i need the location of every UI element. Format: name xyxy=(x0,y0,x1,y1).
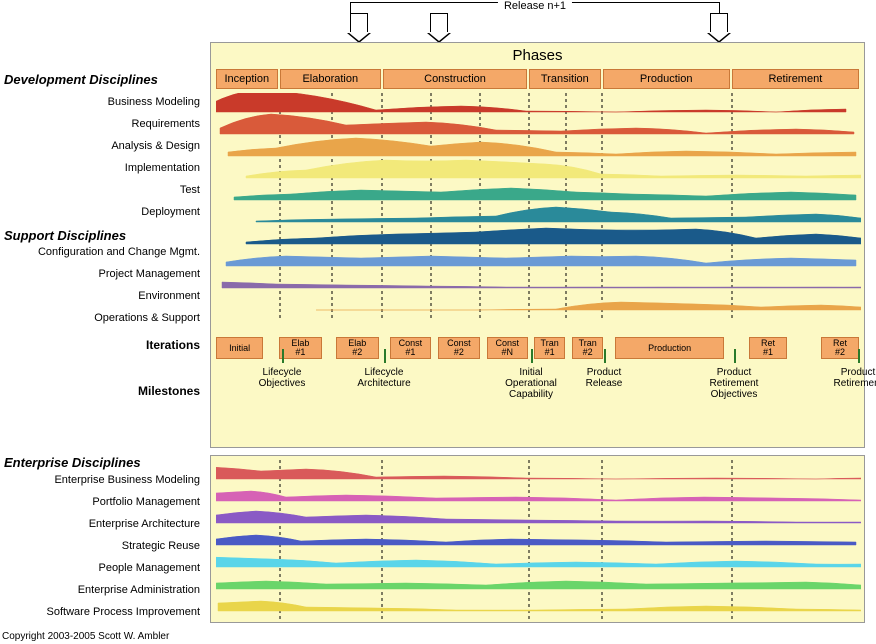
release-arrow-icon xyxy=(710,13,728,35)
row-label: Analysis & Design xyxy=(0,140,210,152)
iteration-box: Tran#1 xyxy=(534,337,565,359)
row-label: Support Disciplines xyxy=(0,226,130,245)
main-panel: Phases InceptionElaborationConstructionT… xyxy=(210,42,865,448)
row-label: Strategic Reuse xyxy=(0,540,210,552)
row-label: Implementation xyxy=(0,162,210,174)
phases-title: Phases xyxy=(211,47,864,64)
milestone: InitialOperationalCapability xyxy=(499,367,563,400)
row-label: Operations & Support xyxy=(0,312,210,324)
iteration-box: Const#2 xyxy=(438,337,480,359)
phase-header: Retirement xyxy=(732,69,859,89)
iteration-box: Elab#1 xyxy=(279,337,323,359)
release-label: Release n+1 xyxy=(498,0,572,12)
effort-hump xyxy=(246,160,861,178)
phase-header: Construction xyxy=(383,69,527,89)
milestone: ProductRelease xyxy=(572,367,636,389)
effort-hump xyxy=(216,491,861,501)
row-label: Requirements xyxy=(0,118,210,130)
effort-hump xyxy=(226,256,856,266)
phase-header: Inception xyxy=(216,69,278,89)
effort-hump xyxy=(216,535,856,545)
effort-hump xyxy=(222,282,861,288)
effort-hump xyxy=(234,188,856,200)
effort-hump xyxy=(228,138,856,156)
milestone: ProductRetirement xyxy=(826,367,876,389)
iterations-row: Initial Elab#1 Elab#2 Const#1 Const#2 Const#N… xyxy=(216,337,859,359)
row-label: Enterprise Architecture xyxy=(0,518,210,530)
iteration-box: Const#N xyxy=(487,337,529,359)
row-label: Iterations xyxy=(0,338,210,352)
row-label: Configuration and Change Mgmt. xyxy=(0,246,210,258)
phase-header: Transition xyxy=(529,69,601,89)
row-label: Business Modeling xyxy=(0,96,210,108)
effort-hump xyxy=(220,114,854,134)
release-arrow-icon xyxy=(350,13,368,35)
row-label: Enterprise Disciplines xyxy=(0,453,145,472)
phase-header: Production xyxy=(603,69,730,89)
effort-hump xyxy=(256,207,861,222)
iteration-box: Ret#1 xyxy=(749,337,787,359)
row-label: Portfolio Management xyxy=(0,496,210,508)
iteration-box: Production xyxy=(615,337,725,359)
iteration-box: Elab#2 xyxy=(336,337,380,359)
row-label: Environment xyxy=(0,290,210,302)
row-label: Enterprise Business Modeling xyxy=(0,474,210,486)
effort-hump xyxy=(216,93,846,112)
milestones-row: LifecycleObjectives LifecycleArchitecture… xyxy=(216,367,859,427)
iteration-box: Initial xyxy=(216,337,263,359)
row-label: Enterprise Administration xyxy=(0,584,210,596)
row-label: Software Process Improvement xyxy=(0,606,210,618)
row-label: Test xyxy=(0,184,210,196)
effort-hump xyxy=(216,557,861,567)
iteration-box: Tran#2 xyxy=(572,337,603,359)
release-bracket: Release n+1 xyxy=(350,2,720,37)
release-arrow-icon xyxy=(430,13,448,35)
ent-diagram-area xyxy=(216,460,859,618)
copyright: Copyright 2003-2005 Scott W. Ambler xyxy=(2,631,169,642)
row-label: Deployment xyxy=(0,206,210,218)
row-label: Development Disciplines xyxy=(0,70,162,89)
row-label: Milestones xyxy=(0,384,210,398)
milestone: LifecycleObjectives xyxy=(250,367,314,389)
enterprise-panel xyxy=(210,455,865,623)
effort-hump xyxy=(216,581,861,589)
effort-hump xyxy=(216,467,861,479)
effort-hump xyxy=(246,228,861,244)
phase-headers: InceptionElaborationConstructionTransiti… xyxy=(216,69,859,89)
milestone: ProductRetirementObjectives xyxy=(702,367,766,400)
effort-hump xyxy=(316,302,861,310)
effort-hump xyxy=(218,601,861,611)
effort-hump xyxy=(216,511,861,523)
iteration-box: Ret#2 xyxy=(821,337,859,359)
phase-header: Elaboration xyxy=(280,69,381,89)
milestone: LifecycleArchitecture xyxy=(352,367,416,389)
iteration-box: Const#1 xyxy=(390,337,432,359)
diagram-root: Release n+1 Development Disciplines Busin… xyxy=(0,0,876,644)
row-label: People Management xyxy=(0,562,210,574)
row-label: Project Management xyxy=(0,268,210,280)
dev-diagram-area xyxy=(216,93,859,331)
